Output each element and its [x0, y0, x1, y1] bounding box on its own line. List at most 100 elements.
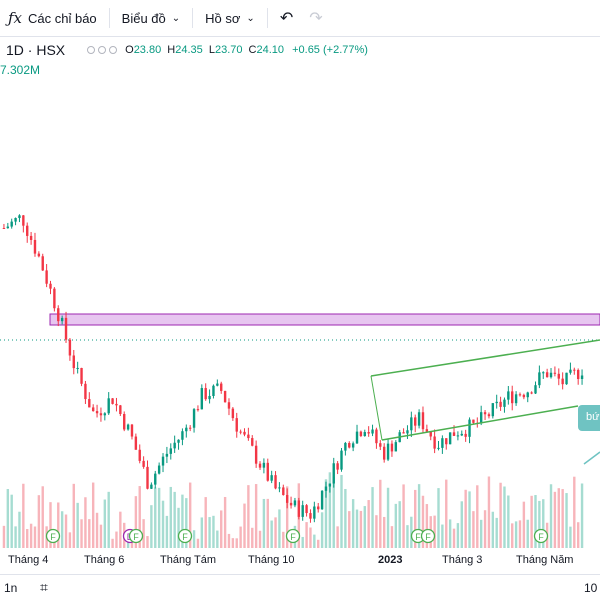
volume-bar — [119, 511, 122, 548]
candle-body — [173, 442, 176, 449]
event-marker[interactable]: F — [45, 528, 61, 544]
zoom-label[interactable]: 10 — [584, 581, 598, 595]
candle-body — [49, 283, 52, 289]
candle-body — [123, 414, 126, 430]
candle-body — [177, 439, 180, 443]
volume-bar — [445, 479, 448, 548]
candle-body — [142, 460, 145, 467]
resistance-zone[interactable] — [49, 313, 600, 326]
volume-bar — [60, 511, 64, 548]
volume-bar — [305, 522, 308, 548]
candle-body — [107, 398, 110, 414]
volume-bar — [483, 510, 487, 548]
volume-bar — [394, 503, 398, 548]
undo-button[interactable]: ↶ — [272, 0, 301, 36]
candle-body — [251, 438, 254, 446]
chart-menu-button[interactable]: Biểu đồ ⌄ — [114, 0, 188, 36]
volume-bar — [2, 525, 6, 548]
candle-body — [169, 448, 172, 454]
channel-upper-line[interactable] — [370, 339, 600, 377]
event-marker[interactable]: F — [128, 528, 144, 544]
candle-body — [165, 453, 169, 457]
candle-body — [33, 239, 37, 254]
volume-bar — [91, 482, 95, 548]
candle-body — [382, 446, 386, 460]
volume-bar — [200, 517, 204, 548]
candle-body — [445, 438, 448, 445]
candle-body — [452, 432, 456, 436]
drawing-label-tag[interactable]: bứ — [578, 405, 600, 431]
volume-bar — [549, 484, 553, 548]
price-chart[interactable]: FDFFFFFF — [0, 60, 600, 548]
redo-button[interactable]: ↷ — [301, 0, 330, 36]
volume-bar — [247, 485, 250, 548]
volume-bar — [313, 534, 316, 548]
event-markers: FDFFFFFF — [45, 528, 549, 544]
volume-bar — [495, 517, 498, 548]
candle-body — [518, 394, 522, 396]
candle-body — [464, 433, 467, 437]
candle-body — [289, 502, 293, 506]
indicators-button[interactable]: ƒx Các chỉ báo — [0, 0, 105, 36]
candle-body — [522, 394, 526, 398]
volume-bar — [565, 493, 568, 548]
candle-body — [348, 442, 351, 448]
time-axis[interactable]: Tháng 4 Tháng 6 Tháng Tám Tháng 10 2023 … — [0, 548, 600, 572]
volume-bar — [80, 519, 83, 548]
volume-bar — [507, 495, 510, 548]
volume-bar — [344, 488, 347, 548]
volume-bar — [491, 511, 495, 548]
volume-bar — [433, 515, 436, 548]
volume-bar — [76, 502, 79, 548]
candle-body — [421, 412, 425, 430]
calendar-icon[interactable]: ⌗ — [40, 579, 48, 595]
volume-bar — [161, 500, 165, 548]
volume-bar — [386, 487, 390, 548]
symbol-label[interactable]: 1D · HSX — [6, 42, 66, 58]
volume-bar — [126, 539, 130, 548]
channel-anchor-line — [370, 375, 383, 441]
volume-bar — [270, 520, 273, 548]
event-marker[interactable]: F — [177, 528, 193, 544]
candle-body — [115, 403, 118, 406]
volume-bar — [181, 494, 184, 548]
candle-body — [375, 429, 378, 444]
timeframe-button[interactable]: 1n — [4, 581, 18, 595]
volume-bar — [282, 531, 285, 548]
candle-body — [262, 462, 266, 468]
volume-bar — [557, 488, 560, 548]
x-tick-label: Tháng 3 — [442, 554, 483, 566]
x-tick-label: Tháng 10 — [248, 554, 295, 566]
volume-bar — [231, 538, 235, 548]
volume-bar — [309, 527, 312, 548]
chevron-down-icon: ⌄ — [246, 12, 255, 24]
volume-bar — [437, 488, 440, 548]
candle-body — [534, 385, 537, 394]
event-marker[interactable]: F — [285, 528, 301, 544]
volume-bar — [84, 497, 87, 548]
profile-menu-button[interactable]: Hồ sơ ⌄ — [197, 0, 263, 36]
x-tick-label: Tháng Năm — [516, 554, 574, 566]
candle-body — [514, 394, 518, 404]
volume-bar — [398, 501, 401, 548]
event-marker[interactable]: F — [420, 528, 436, 544]
volume-bars — [2, 472, 584, 548]
candle-body — [200, 388, 204, 410]
volume-bar — [278, 509, 281, 548]
candle-body — [103, 413, 107, 416]
volume-bar — [173, 491, 176, 548]
candle-body — [542, 372, 545, 374]
volume-bar — [561, 489, 564, 548]
candle-body — [538, 372, 541, 386]
candle-body — [134, 436, 138, 450]
volume-bar — [68, 532, 72, 548]
change-value: +0.65 (+2.77%) — [292, 44, 368, 56]
volume-bar — [472, 511, 475, 548]
candle-body — [441, 438, 444, 448]
x-tick-label: Tháng 6 — [84, 554, 125, 566]
volume-bar — [526, 519, 529, 548]
ohlc-readout: O23.80 H24.35 L23.70 C24.10 +0.65 (+2.77… — [125, 44, 368, 56]
channel-lower-line[interactable] — [381, 405, 579, 441]
volume-bar — [138, 486, 141, 548]
event-marker[interactable]: F — [533, 528, 549, 544]
